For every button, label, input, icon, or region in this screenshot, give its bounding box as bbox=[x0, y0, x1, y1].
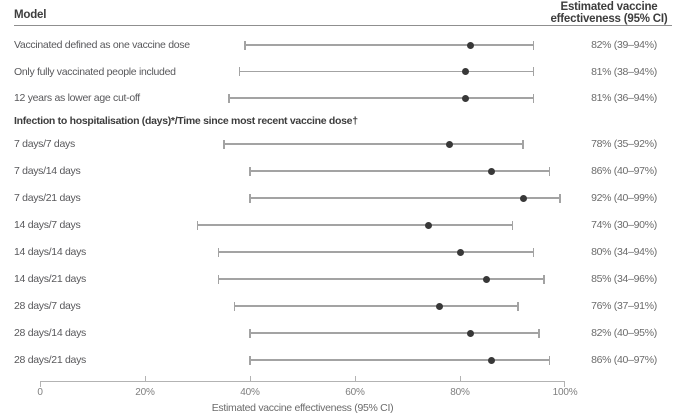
row-label: 14 days/7 days bbox=[14, 219, 81, 231]
point-estimate-marker bbox=[425, 221, 432, 229]
ci-interval-line bbox=[197, 224, 513, 226]
row-label: 28 days/21 days bbox=[14, 354, 86, 366]
estimate-value-label: 76% (37–91%) bbox=[591, 300, 657, 312]
ci-cap-low bbox=[238, 67, 241, 76]
ci-cap-high bbox=[532, 40, 535, 50]
ci-cap-low bbox=[249, 166, 251, 176]
column-header-model: Model bbox=[14, 9, 47, 21]
estimate-value-label: 86% (40–97%) bbox=[591, 165, 657, 177]
point-estimate-marker bbox=[519, 194, 527, 202]
ci-cap-high bbox=[522, 139, 524, 149]
ci-cap-low bbox=[244, 40, 246, 50]
x-axis-title: Estimated vaccine effectiveness (95% CI) bbox=[211, 402, 394, 414]
ci-interval-line bbox=[229, 97, 534, 99]
x-tick-label: 100% bbox=[552, 387, 578, 398]
ci-interval-line bbox=[250, 332, 539, 334]
x-tick-label: 40% bbox=[240, 387, 260, 398]
ci-cap-high bbox=[511, 220, 514, 230]
ci-cap-low bbox=[249, 328, 251, 338]
ci-cap-high bbox=[559, 193, 561, 203]
point-estimate-marker bbox=[488, 356, 495, 364]
section-header: Infection to hospitalisation (days)*/Tim… bbox=[14, 115, 358, 127]
point-estimate-marker bbox=[467, 41, 474, 49]
x-axis-tick bbox=[249, 376, 251, 381]
point-estimate-marker bbox=[435, 302, 443, 310]
x-axis-tick bbox=[354, 376, 356, 381]
row-label: 14 days/21 days bbox=[14, 273, 86, 285]
point-estimate-marker bbox=[461, 68, 469, 75]
point-estimate-marker bbox=[488, 167, 495, 175]
ci-cap-low bbox=[196, 220, 199, 230]
estimate-value-label: 82% (39–94%) bbox=[591, 39, 657, 51]
ci-cap-high bbox=[548, 355, 550, 365]
ci-cap-high bbox=[543, 274, 545, 284]
estimate-value-label: 86% (40–97%) bbox=[591, 354, 657, 366]
ci-cap-high bbox=[517, 301, 519, 311]
ci-cap-high bbox=[532, 93, 535, 103]
row-label: 14 days/14 days bbox=[14, 246, 86, 258]
ci-cap-low bbox=[249, 193, 251, 203]
row-label: 7 days/7 days bbox=[14, 138, 75, 150]
row-label: Only fully vaccinated people included bbox=[14, 65, 176, 78]
ci-cap-low bbox=[233, 301, 235, 311]
ci-cap-high bbox=[548, 166, 550, 176]
ci-interval-line bbox=[250, 359, 550, 361]
estimate-value-label: 85% (34–96%) bbox=[591, 273, 657, 285]
x-axis-tick bbox=[459, 376, 461, 381]
point-estimate-marker bbox=[446, 140, 453, 148]
x-tick-label: 80% bbox=[450, 387, 470, 398]
ci-cap-low bbox=[223, 139, 225, 149]
ci-cap-low bbox=[217, 274, 220, 284]
row-label: 12 years as lower age cut-off bbox=[14, 92, 140, 104]
ci-interval-line bbox=[239, 70, 534, 73]
x-axis-tick bbox=[144, 376, 146, 381]
row-label: Vaccinated defined as one vaccine dose bbox=[14, 39, 190, 51]
ci-interval-line bbox=[223, 143, 523, 145]
ci-cap-high bbox=[532, 247, 535, 257]
point-estimate-marker bbox=[482, 275, 490, 283]
row-label: 7 days/21 days bbox=[14, 192, 81, 204]
ci-interval-line bbox=[234, 305, 518, 307]
point-estimate-marker bbox=[456, 248, 464, 256]
header-rule bbox=[14, 25, 672, 26]
point-estimate-marker bbox=[461, 94, 469, 102]
ci-cap-low bbox=[249, 355, 251, 365]
ci-interval-line bbox=[244, 44, 534, 46]
estimate-value-label: 81% (38–94%) bbox=[591, 65, 657, 78]
x-axis-line bbox=[40, 381, 565, 382]
x-tick-label: 20% bbox=[135, 387, 155, 398]
column-header-estimate: Estimated vaccine effectiveness (95% CI) bbox=[550, 1, 668, 25]
ci-interval-line bbox=[218, 278, 544, 280]
ci-cap-high bbox=[538, 328, 540, 338]
estimate-value-label: 80% (34–94%) bbox=[591, 246, 657, 258]
ci-interval-line bbox=[218, 251, 534, 253]
ci-cap-high bbox=[532, 67, 535, 76]
x-axis-endcap-left bbox=[40, 381, 41, 387]
x-tick-label: 60% bbox=[345, 387, 365, 398]
ci-cap-low bbox=[228, 93, 230, 103]
estimate-value-label: 81% (36–94%) bbox=[591, 92, 657, 104]
ci-cap-low bbox=[217, 247, 220, 257]
x-axis-endcap-right bbox=[564, 381, 565, 387]
estimate-value-label: 74% (30–90%) bbox=[591, 219, 657, 231]
row-label: 28 days/7 days bbox=[14, 300, 81, 312]
row-label: 28 days/14 days bbox=[14, 327, 86, 339]
estimate-value-label: 78% (35–92%) bbox=[591, 138, 657, 150]
ci-interval-line bbox=[250, 197, 560, 199]
row-label: 7 days/14 days bbox=[14, 165, 81, 177]
estimate-value-label: 92% (40–99%) bbox=[591, 192, 657, 204]
x-tick-label: 0 bbox=[37, 387, 43, 398]
point-estimate-marker bbox=[467, 329, 474, 337]
estimate-value-label: 82% (40–95%) bbox=[591, 327, 657, 339]
ci-interval-line bbox=[250, 170, 550, 172]
